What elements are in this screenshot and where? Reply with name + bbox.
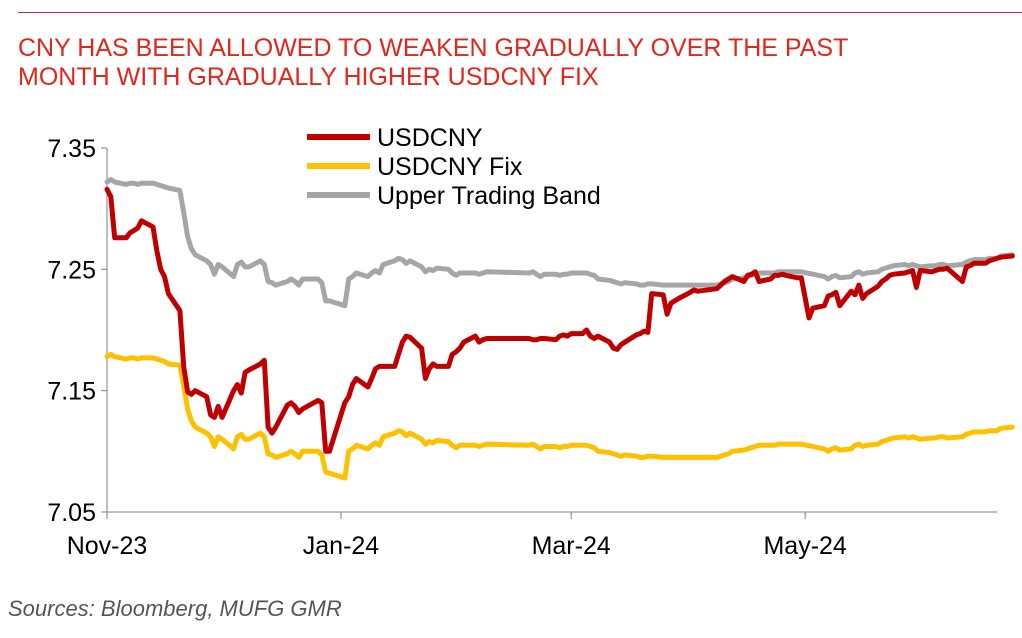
series-line-usdcny-fix — [104, 351, 1015, 481]
x-tick-label: Jan-24 — [303, 532, 380, 560]
x-tick-label: Mar-24 — [532, 532, 611, 560]
y-tick-label: 7.25 — [47, 256, 96, 284]
y-tick-label: 7.35 — [47, 135, 96, 163]
x-tick-label: Nov-23 — [67, 532, 148, 560]
legend-label-usdcny-fix: USDCNY Fix — [377, 153, 523, 181]
series-line-upper-trading-band — [104, 177, 1015, 309]
legend-label-usdcny: USDCNY — [377, 124, 483, 152]
x-tick-label: May-24 — [763, 532, 846, 560]
source-note: Sources: Bloomberg, MUFG GMR — [8, 596, 342, 621]
chart-title-line-1: CNY HAS BEEN ALLOWED TO WEAKEN GRADUALLY… — [18, 34, 849, 62]
y-tick-label: 7.15 — [47, 378, 96, 406]
series-line-usdcny — [104, 186, 1015, 454]
chart-title-line-2: MONTH WITH GRADUALLY HIGHER USDCNY FIX — [18, 63, 599, 91]
legend-label-upper-trading-band: Upper Trading Band — [377, 182, 601, 210]
chart-title: CNY HAS BEEN ALLOWED TO WEAKEN GRADUALLY… — [18, 34, 1008, 92]
top-rule — [18, 12, 1022, 13]
y-tick-label: 7.05 — [47, 499, 96, 527]
